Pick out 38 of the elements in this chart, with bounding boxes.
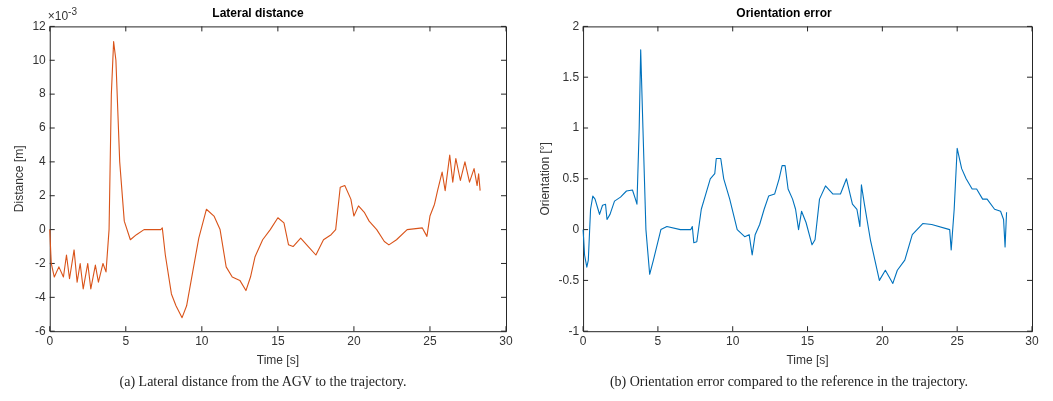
text: (b) Orientation error compared to the reference in the trajectory. bbox=[608, 374, 970, 390]
y-tick-label: 10 bbox=[32, 52, 47, 67]
x-tick-label: 5 bbox=[122, 333, 130, 348]
y-tick-label: 0 bbox=[572, 221, 580, 236]
text: ×10$^{-3}$ bbox=[47, 6, 77, 24]
y-tick-label: 1 bbox=[572, 120, 580, 135]
chart-title: Orientation error bbox=[736, 5, 832, 20]
y-tick-label: -6 bbox=[35, 323, 47, 338]
x-tick-label: 25 bbox=[423, 333, 437, 348]
y-tick-label: -2 bbox=[35, 255, 47, 270]
x-tick-label: 10 bbox=[195, 333, 209, 348]
x-tick-label: 15 bbox=[800, 333, 815, 348]
y-tick-label: 0 bbox=[39, 221, 47, 236]
text: (a) Lateral distance from the AGV to the trajectory. bbox=[118, 374, 408, 390]
x-tick-label: 30 bbox=[1025, 333, 1039, 348]
y-tick-label: 0.5 bbox=[562, 171, 580, 186]
x-tick-label: 20 bbox=[347, 333, 361, 348]
y-axis-title: Distance [m] bbox=[11, 145, 26, 213]
x-tick-label: 5 bbox=[654, 333, 662, 348]
x-axis-title: Time [s] bbox=[256, 353, 299, 368]
y-tick-label: -0.5 bbox=[558, 272, 580, 287]
x-tick-label: 30 bbox=[499, 333, 513, 348]
y-tick-label: 12 bbox=[32, 18, 47, 33]
y-tick-label: -4 bbox=[35, 289, 47, 304]
x-tick-label: 10 bbox=[726, 333, 740, 348]
x-tick-label: 25 bbox=[950, 333, 965, 348]
x-axis-title: Time [s] bbox=[786, 353, 829, 368]
chart-title: Lateral distance bbox=[212, 5, 305, 20]
y-tick-label: 1.5 bbox=[562, 69, 580, 84]
y-tick-label: 2 bbox=[572, 18, 580, 33]
y-tick-label: 6 bbox=[39, 120, 47, 135]
y-tick-label: 4 bbox=[39, 154, 47, 169]
y-tick-label: 2 bbox=[39, 188, 47, 203]
y-tick-label: 8 bbox=[39, 86, 47, 101]
x-tick-label: 15 bbox=[271, 333, 285, 348]
y-axis-title: Orientation [°] bbox=[537, 142, 552, 216]
x-tick-label: 20 bbox=[875, 333, 890, 348]
y-tick-label: -1 bbox=[568, 323, 580, 338]
